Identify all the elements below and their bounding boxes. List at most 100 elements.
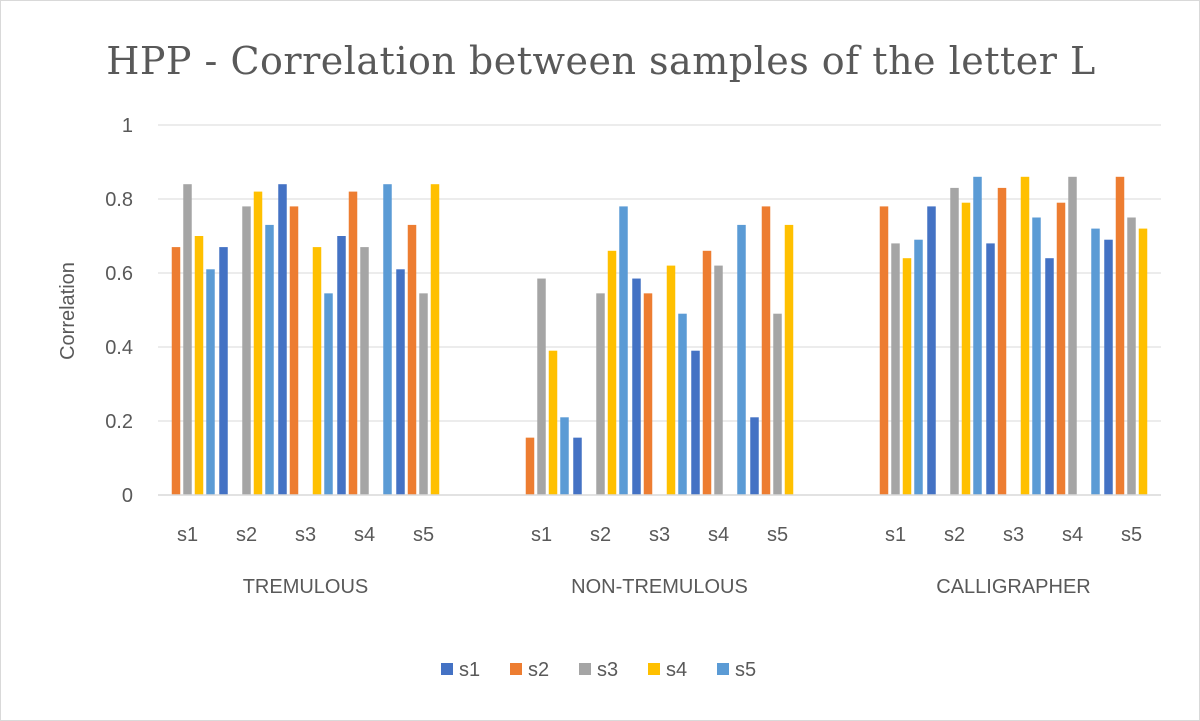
bar-tremulous-s4-s5 xyxy=(383,184,392,495)
y-tick-label: 0 xyxy=(122,485,133,507)
bar-tremulous-s1-s3 xyxy=(183,184,192,495)
bar-calligrapher-s3-s2 xyxy=(997,187,1007,495)
legend-swatch-s3 xyxy=(579,663,591,675)
bar-calligrapher-s4-s1 xyxy=(1045,258,1054,495)
x-tick-label: s5 xyxy=(1121,524,1142,546)
group-label: CALLIGRAPHER xyxy=(936,576,1091,598)
y-tick-label: 0.4 xyxy=(105,337,133,359)
chart-title: HPP - Correlation between samples of the… xyxy=(106,39,1096,83)
legend-swatch-s5 xyxy=(717,663,729,675)
y-tick-label: 0.6 xyxy=(105,263,133,285)
bar-calligrapher-s4-s2 xyxy=(1056,202,1066,495)
bar-calligrapher-s1-s2 xyxy=(879,206,889,495)
bar-tremulous-s3-s2 xyxy=(289,206,299,495)
labels: 0 0.2 0.4 0.6 0.8 1 Correlation s1 s2 s3 s4 s5 TREMU… xyxy=(57,115,1142,598)
x-tick-label: s3 xyxy=(295,524,316,546)
bar-calligrapher-s5-s1 xyxy=(1104,239,1113,495)
x-tick-label: s1 xyxy=(885,524,906,546)
bar-non-tremulous-s1-s3 xyxy=(537,278,546,495)
x-tick-label: s3 xyxy=(1003,524,1024,546)
bar-non-tremulous-s4-s5 xyxy=(737,224,746,495)
bar-tremulous-s5-s1 xyxy=(396,269,405,495)
bar-tremulous-s1-s5 xyxy=(206,269,215,495)
legend-label-s4: s4 xyxy=(666,659,687,681)
bar-tremulous-s3-s1 xyxy=(278,184,287,495)
x-tick-label: s5 xyxy=(413,524,434,546)
bar-calligrapher-s1-s5 xyxy=(914,239,923,495)
bar-calligrapher-s2-s4 xyxy=(961,202,971,495)
x-tick-label: s4 xyxy=(708,524,729,546)
bar-tremulous-s4-s3 xyxy=(360,247,369,495)
bar-calligrapher-s2-s5 xyxy=(973,176,982,496)
group-label: NON-TREMULOUS xyxy=(571,576,748,598)
bar-non-tremulous-s3-s2 xyxy=(643,293,653,495)
legend-swatch-s2 xyxy=(510,663,522,675)
legend-label-s2: s2 xyxy=(528,659,549,681)
bar-tremulous-s3-s5 xyxy=(324,293,333,495)
bar-non-tremulous-s3-s4 xyxy=(666,265,676,495)
bar-non-tremulous-s2-s1 xyxy=(573,437,582,495)
y-axis-label: Correlation xyxy=(57,262,79,360)
bar-calligrapher-s5-s3 xyxy=(1127,217,1136,495)
gridlines xyxy=(158,124,1161,422)
bar-non-tremulous-s1-s5 xyxy=(560,417,569,495)
bar-calligrapher-s4-s5 xyxy=(1091,228,1100,495)
bar-tremulous-s2-s5 xyxy=(265,224,274,495)
legend-label-s3: s3 xyxy=(597,659,618,681)
bar-calligrapher-s2-s1 xyxy=(927,206,936,495)
x-tick-label: s1 xyxy=(177,524,198,546)
bar-tremulous-s2-s3 xyxy=(242,206,251,495)
legend-swatch-s4 xyxy=(648,663,660,675)
bar-tremulous-s3-s4 xyxy=(312,247,322,495)
bar-non-tremulous-s5-s3 xyxy=(773,313,782,495)
bar-tremulous-s4-s2 xyxy=(348,191,358,495)
y-tick-label: 1 xyxy=(122,115,133,137)
legend-label-s1: s1 xyxy=(459,659,480,681)
x-tick-label: s2 xyxy=(590,524,611,546)
bar-calligrapher-s1-s3 xyxy=(891,243,900,495)
bar-calligrapher-s3-s5 xyxy=(1032,217,1041,495)
bar-non-tremulous-s5-s1 xyxy=(750,417,759,495)
x-tick-label: s2 xyxy=(944,524,965,546)
legend: s1 s2 s3 s4 s5 xyxy=(441,659,756,681)
bar-tremulous-s5-s4 xyxy=(430,184,440,495)
x-tick-label: s5 xyxy=(767,524,788,546)
bar-calligrapher-s5-s2 xyxy=(1115,176,1125,496)
x-tick-label: s1 xyxy=(531,524,552,546)
bar-calligrapher-s1-s4 xyxy=(902,258,912,495)
x-tick-label: s3 xyxy=(649,524,670,546)
bar-calligrapher-s3-s4 xyxy=(1020,176,1030,496)
bar-calligrapher-s2-s3 xyxy=(950,187,959,495)
bar-tremulous-s4-s1 xyxy=(337,236,346,495)
bars xyxy=(171,176,1148,496)
bar-non-tremulous-s5-s2 xyxy=(761,206,771,495)
bar-non-tremulous-s1-s2 xyxy=(525,437,535,495)
legend-label-s5: s5 xyxy=(735,659,756,681)
x-tick-label: s4 xyxy=(354,524,375,546)
bar-non-tremulous-s5-s4 xyxy=(784,224,794,495)
bar-non-tremulous-s3-s1 xyxy=(632,278,641,495)
bar-calligrapher-s4-s3 xyxy=(1068,176,1077,496)
bar-tremulous-s2-s4 xyxy=(253,191,263,495)
x-tick-label: s4 xyxy=(1062,524,1083,546)
group-label: TREMULOUS xyxy=(243,576,369,598)
x-tick-label: s2 xyxy=(236,524,257,546)
bar-tremulous-s5-s3 xyxy=(419,293,428,495)
bar-calligrapher-s5-s4 xyxy=(1138,228,1148,495)
bar-non-tremulous-s4-s2 xyxy=(702,250,712,495)
bar-non-tremulous-s4-s1 xyxy=(691,350,700,495)
bar-calligrapher-s3-s1 xyxy=(986,243,995,495)
bar-non-tremulous-s2-s4 xyxy=(607,250,617,495)
bar-tremulous-s2-s1 xyxy=(219,247,228,495)
bar-non-tremulous-s4-s3 xyxy=(714,265,723,495)
bar-non-tremulous-s2-s5 xyxy=(619,206,628,495)
bar-tremulous-s5-s2 xyxy=(407,224,417,495)
bar-tremulous-s1-s2 xyxy=(171,247,181,495)
legend-swatch-s1 xyxy=(441,663,453,675)
y-tick-label: 0.8 xyxy=(105,189,133,211)
bar-non-tremulous-s3-s5 xyxy=(678,313,687,495)
bar-tremulous-s1-s4 xyxy=(194,236,204,495)
bar-non-tremulous-s2-s3 xyxy=(596,293,605,495)
